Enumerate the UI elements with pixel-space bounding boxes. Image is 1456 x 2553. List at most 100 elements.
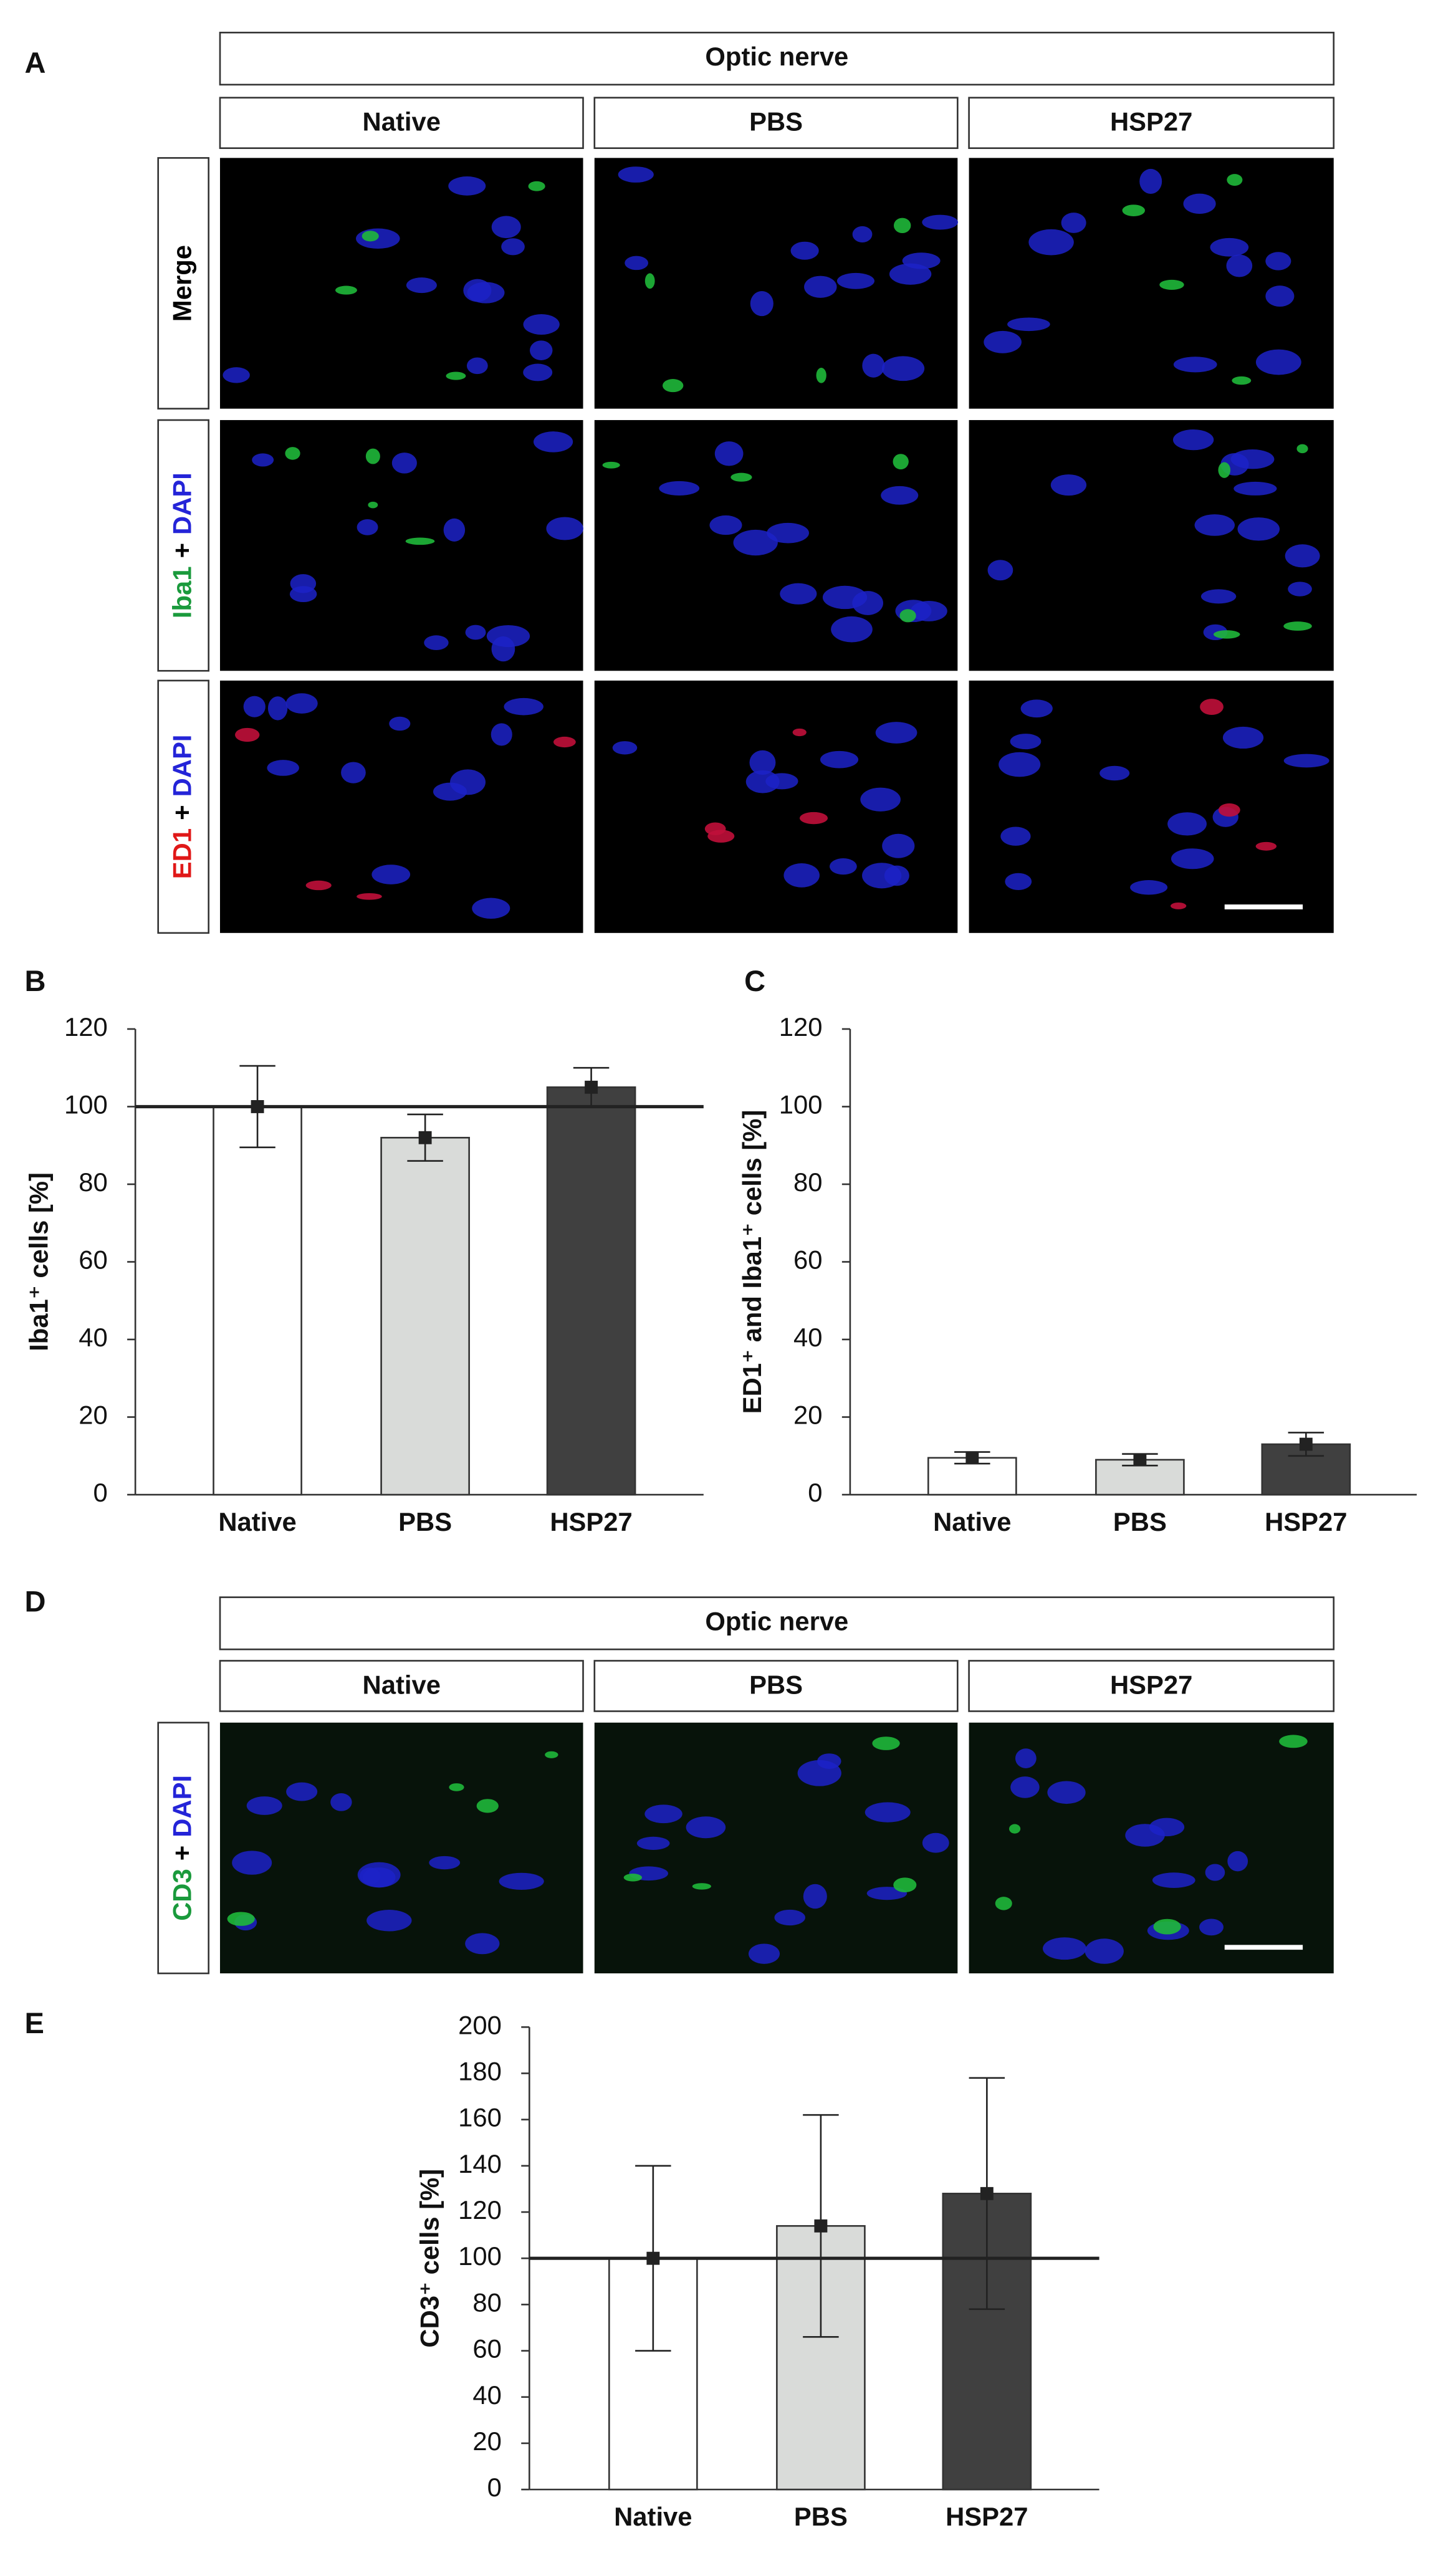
- column-box: [968, 97, 1335, 150]
- nucleus: [267, 696, 288, 721]
- nucleus: [822, 585, 868, 610]
- nucleus: [803, 1884, 827, 1909]
- nucleus: [366, 1910, 412, 1932]
- row-label-part: CD3: [168, 1869, 197, 1921]
- nucleus: [1000, 826, 1031, 846]
- y-tick-label: 120: [64, 1012, 108, 1042]
- stain: [1200, 699, 1224, 715]
- stain: [357, 893, 382, 900]
- nucleus: [836, 272, 874, 289]
- stain: [1153, 1918, 1181, 1935]
- nucleus: [1173, 429, 1214, 451]
- stain: [1009, 1824, 1021, 1834]
- mean-marker: [585, 1080, 598, 1094]
- stain: [476, 1799, 499, 1813]
- column-box: [219, 1660, 584, 1712]
- nucleus: [860, 787, 901, 812]
- stain: [1255, 841, 1277, 851]
- nucleus: [790, 241, 819, 260]
- nucleus: [1050, 474, 1087, 496]
- y-tick-label: 0: [487, 2473, 502, 2502]
- y-tick-label: 40: [472, 2380, 501, 2410]
- micrograph: [594, 158, 959, 409]
- stain: [893, 218, 911, 234]
- y-axis-label: CD3⁺ cells [%]: [415, 2169, 444, 2348]
- row-label-box: [157, 679, 209, 934]
- nucleus: [1194, 514, 1235, 536]
- nucleus: [881, 356, 925, 381]
- x-tick-label: PBS: [1113, 1507, 1167, 1536]
- y-axis-label: ED1⁺ and Iba1⁺ cells [%]: [737, 1110, 767, 1414]
- row-label: Merge: [168, 245, 197, 322]
- nucleus: [389, 716, 411, 731]
- nucleus: [612, 741, 638, 755]
- y-tick-label: 0: [93, 1478, 107, 1507]
- nucleus: [862, 353, 885, 378]
- nucleus: [636, 1836, 670, 1850]
- nucleus: [902, 252, 941, 269]
- stain: [1296, 444, 1308, 454]
- nucleus: [820, 750, 859, 769]
- stain: [405, 537, 435, 545]
- nucleus: [443, 518, 466, 542]
- nucleus: [1005, 873, 1032, 890]
- stain: [449, 1783, 464, 1791]
- nucleus: [686, 1816, 726, 1839]
- nucleus: [546, 517, 583, 540]
- nucleus: [748, 1943, 780, 1964]
- micrograph: [219, 1722, 583, 1974]
- micrograph-bg: [969, 419, 1334, 671]
- row-label-part: DAPI: [168, 735, 197, 797]
- nucleus: [357, 519, 378, 535]
- column-label: Native: [363, 1670, 441, 1699]
- column-box: [593, 97, 959, 150]
- panel-letter: C: [744, 964, 765, 997]
- y-tick-label: 80: [472, 2287, 501, 2317]
- stain: [644, 273, 655, 289]
- stain: [1232, 376, 1252, 385]
- nucleus: [1200, 589, 1237, 604]
- y-tick-label: 80: [793, 1167, 822, 1197]
- nucleus: [1199, 1918, 1224, 1936]
- nucleus: [1125, 1824, 1165, 1847]
- mean-marker: [251, 1100, 264, 1113]
- nucleus: [356, 228, 400, 249]
- row-label-part: +: [168, 543, 197, 558]
- nucleus: [625, 256, 649, 271]
- row-label: ED1 + DAPI: [168, 735, 197, 879]
- nucleus: [290, 574, 317, 593]
- nucleus: [884, 865, 909, 886]
- column-label: PBS: [749, 1670, 803, 1699]
- micrograph-bg: [219, 158, 583, 409]
- stain: [602, 461, 620, 469]
- stain: [893, 1877, 917, 1892]
- nucleus: [709, 515, 742, 535]
- nucleus: [359, 1867, 381, 1885]
- nucleus: [829, 858, 857, 875]
- y-axis-label: Iba1⁺ cells [%]: [24, 1172, 54, 1351]
- nucleus: [1167, 812, 1207, 836]
- nucleus: [523, 363, 553, 381]
- nucleus: [659, 481, 700, 496]
- nucleus: [783, 863, 820, 888]
- micrograph-bg: [219, 1722, 583, 1974]
- y-tick-label: 180: [458, 2056, 502, 2086]
- nucleus: [1288, 582, 1312, 596]
- nucleus: [467, 282, 505, 304]
- stain: [1218, 462, 1231, 478]
- mean-marker: [965, 1451, 979, 1465]
- nucleus: [1226, 254, 1253, 277]
- nucleus: [1283, 754, 1329, 768]
- nucleus: [1183, 193, 1216, 214]
- row-label: Iba1 + DAPI: [168, 472, 197, 618]
- nucleus: [465, 625, 486, 640]
- nucleus: [881, 486, 919, 505]
- stain: [1171, 902, 1187, 909]
- micrograph: [969, 1722, 1334, 1974]
- column-box: [593, 1660, 959, 1712]
- bar: [546, 1086, 636, 1496]
- nucleus: [1028, 229, 1074, 256]
- row-label-part: +: [168, 1846, 197, 1861]
- nucleus: [246, 1796, 282, 1815]
- stain: [368, 501, 378, 509]
